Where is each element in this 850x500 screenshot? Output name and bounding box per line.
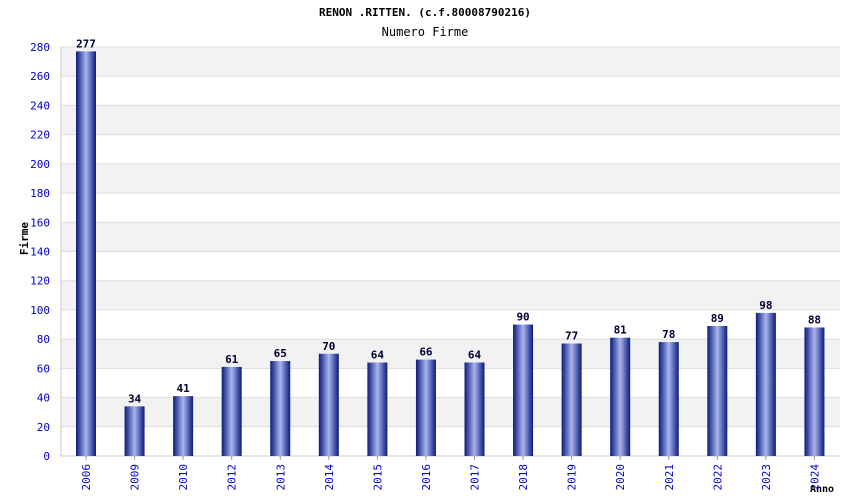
bar	[804, 327, 825, 456]
data-label: 64	[371, 349, 385, 362]
grid-band	[61, 105, 840, 135]
data-label: 81	[614, 324, 628, 337]
x-tick-label: 2018	[517, 464, 530, 491]
chart-title: RENON .RITTEN. (c.f.80008790216)	[319, 6, 531, 19]
x-tick-label: 2009	[129, 464, 142, 491]
bar	[610, 337, 631, 456]
y-tick-label: 240	[30, 99, 50, 112]
y-tick-label: 40	[37, 392, 50, 405]
data-label: 64	[468, 349, 482, 362]
y-tick-label: 100	[30, 304, 50, 317]
y-tick-label: 140	[30, 246, 50, 259]
bar	[755, 312, 776, 456]
bar	[367, 362, 388, 456]
data-label: 66	[419, 346, 433, 359]
grid-band	[61, 163, 840, 194]
y-tick-label: 80	[37, 333, 50, 346]
y-tick-label: 200	[30, 158, 50, 171]
bar	[221, 366, 242, 456]
x-tick-label: 2024	[808, 464, 821, 491]
data-label: 65	[274, 347, 287, 360]
y-tick-label: 20	[37, 421, 50, 434]
x-tick-label: 2020	[614, 464, 627, 491]
x-tick-label: 2019	[566, 464, 579, 491]
data-label: 277	[76, 37, 96, 50]
data-label: 77	[565, 330, 578, 343]
x-tick-label: 2010	[177, 464, 190, 491]
bar	[76, 51, 96, 456]
x-tick-label: 2023	[760, 464, 773, 491]
data-label: 70	[322, 340, 335, 353]
chart-subtitle: Numero Firme	[381, 25, 469, 39]
bar	[464, 362, 485, 456]
y-tick-label: 120	[30, 275, 50, 288]
grid-band	[61, 222, 840, 252]
x-tick-label: 2015	[371, 464, 384, 491]
x-tick-label: 2017	[469, 464, 482, 491]
data-label: 41	[177, 382, 191, 395]
data-label: 61	[225, 353, 239, 366]
x-tick-label: 2016	[420, 464, 433, 491]
bar	[658, 342, 679, 456]
bar	[513, 324, 534, 456]
bar	[707, 325, 728, 456]
bar	[124, 406, 145, 456]
y-tick-label: 280	[30, 41, 50, 54]
data-label: 34	[128, 392, 142, 405]
x-axis-label: Anno	[810, 484, 835, 495]
data-label: 89	[711, 312, 724, 325]
y-tick-label: 220	[30, 129, 50, 142]
data-label: 90	[516, 311, 529, 324]
data-label: 88	[808, 313, 821, 326]
y-tick-label: 180	[30, 187, 50, 200]
x-tick-label: 2013	[274, 464, 287, 491]
bar	[561, 343, 582, 456]
y-tick-label: 260	[30, 70, 50, 83]
bar	[270, 361, 291, 456]
bar	[318, 353, 339, 456]
bar	[173, 396, 194, 456]
x-tick-label: 2006	[80, 464, 93, 491]
x-tick-label: 2022	[711, 464, 724, 491]
bar	[415, 359, 436, 456]
data-label: 78	[662, 328, 675, 341]
x-tick-label: 2021	[663, 464, 676, 491]
x-tick-label: 2014	[323, 464, 336, 491]
grid-band	[61, 47, 840, 77]
data-label: 98	[759, 299, 772, 312]
x-tick-label: 2012	[226, 464, 239, 491]
grid-band	[61, 280, 840, 310]
y-tick-label: 160	[30, 216, 50, 229]
y-tick-label: 60	[37, 362, 50, 375]
y-tick-label: 0	[43, 450, 50, 463]
